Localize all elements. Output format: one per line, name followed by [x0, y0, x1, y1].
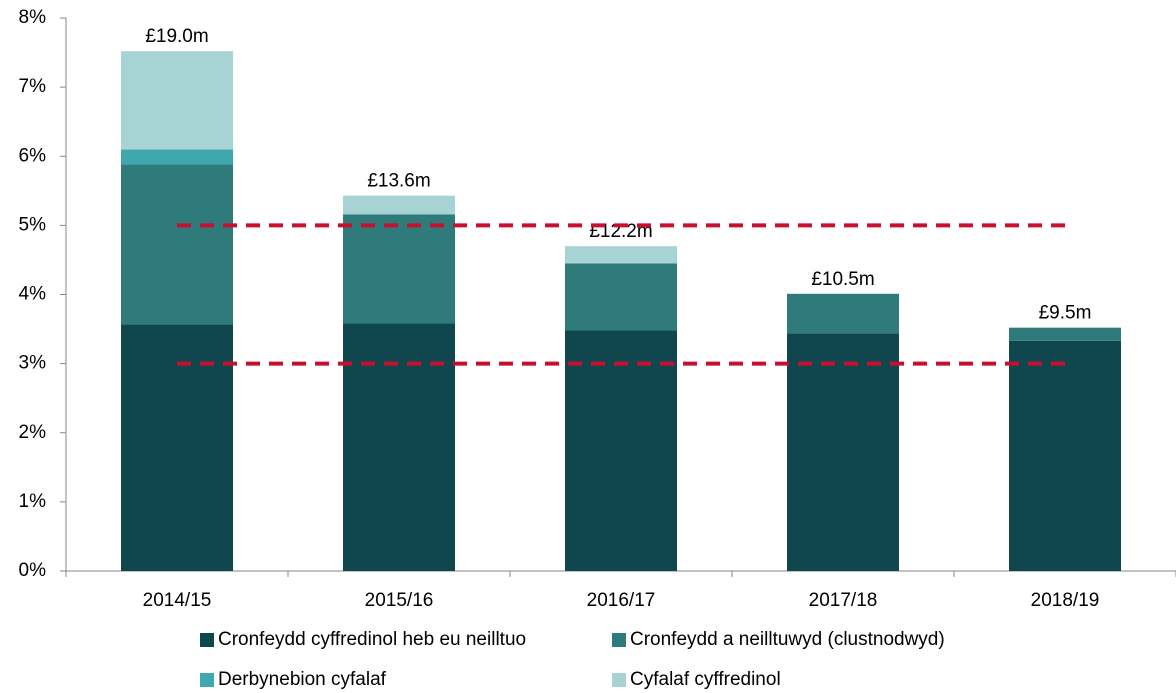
legend-swatch: [612, 673, 626, 687]
legend-label: Cyfalaf cyffredinol: [630, 669, 781, 690]
bar-segment: [565, 246, 677, 264]
y-tick-label: 3%: [19, 353, 47, 374]
bar-segment: [787, 333, 899, 571]
bar-segment: [343, 195, 455, 215]
x-tick-label: 2018/19: [1031, 590, 1100, 611]
y-tick-label: 0%: [19, 560, 47, 581]
bar-segment: [565, 330, 677, 571]
x-tick-label: 2016/17: [587, 590, 656, 611]
legend-swatch: [200, 633, 214, 647]
bar-segment: [565, 263, 677, 331]
bar-segment: [121, 164, 233, 325]
y-tick-label: 5%: [19, 214, 47, 235]
bar-segment: [1009, 327, 1121, 341]
y-tick-label: 2%: [19, 422, 47, 443]
total-label: £10.5m: [811, 269, 874, 290]
y-tick-label: 7%: [19, 76, 47, 97]
bar-segment: [121, 51, 233, 150]
legend-swatch: [612, 633, 626, 647]
x-tick-label: 2014/15: [143, 590, 212, 611]
bar-segment: [343, 214, 455, 324]
y-tick-label: 4%: [19, 284, 47, 305]
y-tick-label: 8%: [19, 7, 47, 28]
total-label: £9.5m: [1039, 303, 1092, 324]
legend-label: Cronfeydd cyffredinol heb eu neilltuo: [218, 629, 526, 650]
total-label: £13.6m: [367, 171, 430, 192]
bar-segment: [343, 323, 455, 571]
x-tick-label: 2015/16: [365, 590, 434, 611]
y-tick-label: 6%: [19, 145, 47, 166]
total-label: £19.0m: [145, 26, 208, 47]
bar-segment: [787, 293, 899, 334]
y-tick-label: 1%: [19, 491, 47, 512]
bar-segment: [1009, 340, 1121, 571]
legend-label: Cronfeydd a neilltuwyd (clustnodwyd): [630, 629, 945, 650]
bar-segment: [121, 149, 233, 165]
total-label: £12.2m: [589, 221, 652, 242]
x-tick-label: 2017/18: [809, 590, 878, 611]
bar-segment: [121, 324, 233, 571]
legend-swatch: [200, 673, 214, 687]
legend-label: Derbynebion cyfalaf: [218, 669, 387, 690]
